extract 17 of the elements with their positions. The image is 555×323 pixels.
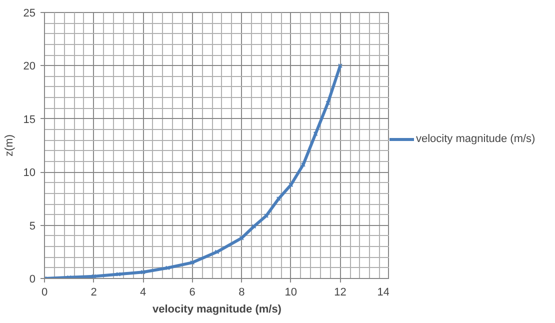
- x-tick-label: 4: [140, 286, 146, 298]
- y-tick-label: 20: [23, 60, 36, 73]
- x-tick-label: 12: [334, 286, 346, 298]
- x-tick-label: 6: [189, 286, 196, 298]
- x-tick-label: 14: [377, 286, 390, 298]
- legend-label: velocity magnitude (m/s): [416, 133, 536, 145]
- y-tick-label: 25: [23, 8, 36, 20]
- y-tick-label: 15: [23, 114, 36, 126]
- x-tick-label: 10: [284, 286, 298, 298]
- x-tick-label: 8: [238, 286, 245, 298]
- x-tick-label: 0: [41, 286, 48, 298]
- y-tick-label: 10: [23, 167, 36, 180]
- y-tick-label: 5: [29, 220, 36, 232]
- y-tick-label: 0: [29, 274, 36, 286]
- x-axis-title: velocity magnitude (m/s): [152, 304, 282, 316]
- y-axis-title: z(m): [3, 134, 16, 156]
- x-tick-label: 2: [90, 286, 97, 298]
